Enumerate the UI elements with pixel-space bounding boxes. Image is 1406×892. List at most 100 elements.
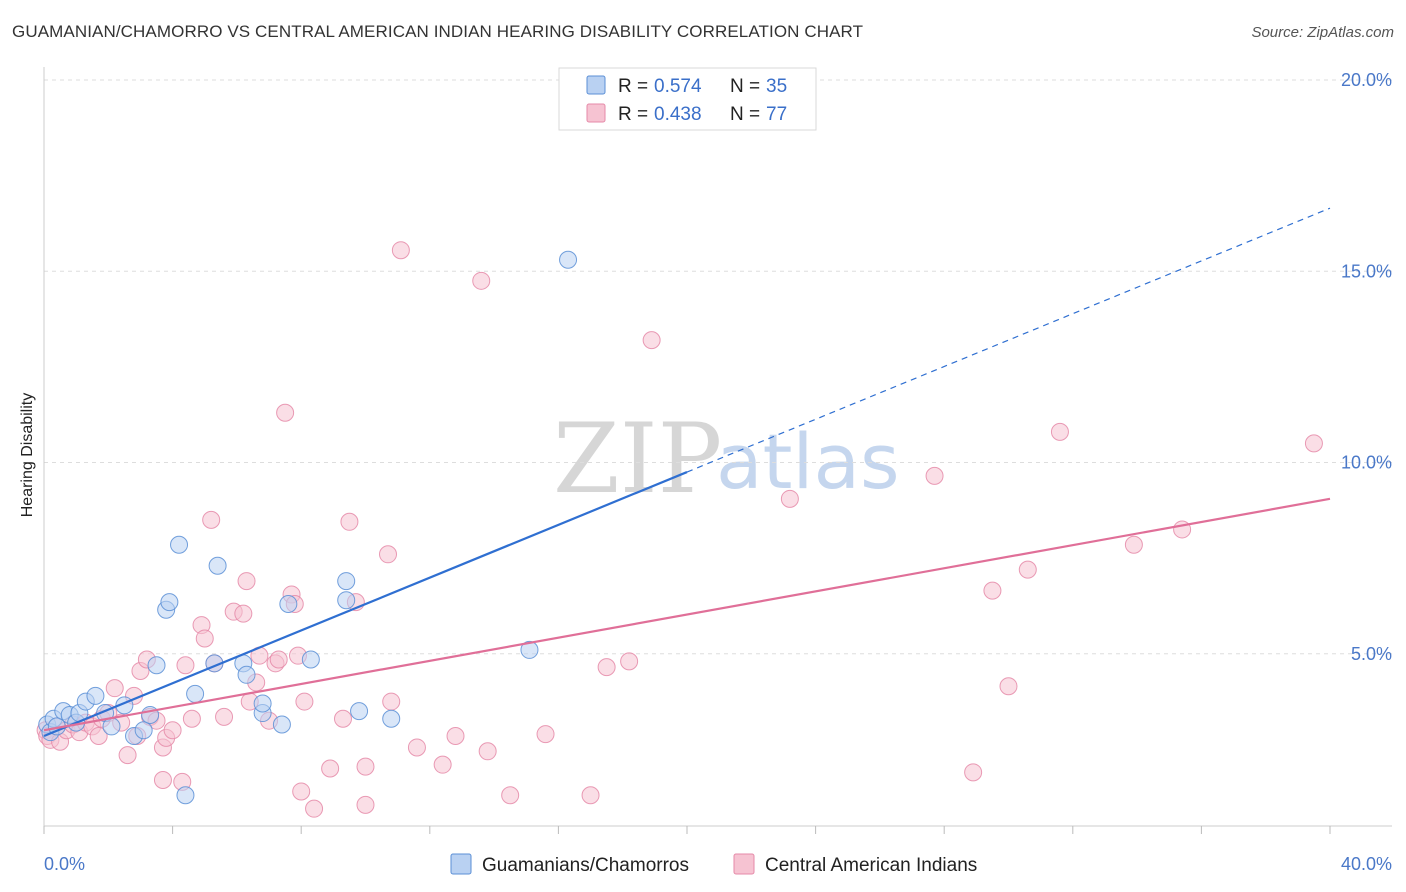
data-point <box>1124 535 1143 554</box>
data-point <box>253 694 272 713</box>
data-point <box>1018 560 1037 579</box>
legend-n-label: N = <box>730 104 760 125</box>
data-point <box>102 717 121 736</box>
chart-title: GUAMANIAN/CHAMORRO VS CENTRAL AMERICAN I… <box>12 22 864 41</box>
x-axis-ticks: 0.0% 40.0% <box>43 826 1392 874</box>
gridlines <box>44 79 1392 655</box>
data-point <box>118 746 137 765</box>
watermark-atlas: atlas <box>716 417 900 506</box>
data-point <box>501 786 520 805</box>
bottom-legend-label: Central American Indians <box>765 855 977 876</box>
data-point <box>536 725 555 744</box>
data-point <box>89 726 108 745</box>
legend-r-label: R = <box>618 104 648 125</box>
data-point <box>350 702 369 721</box>
trend-lines <box>43 207 1331 738</box>
data-point <box>163 721 182 740</box>
data-point <box>202 510 221 529</box>
x-tick-label: 40.0% <box>1341 854 1392 874</box>
legend-n-label: N = <box>730 76 760 97</box>
source-label: Source: ZipAtlas.com <box>1251 24 1394 41</box>
data-point <box>597 658 616 677</box>
data-point <box>237 572 256 591</box>
series-central-american-indians <box>36 241 1323 818</box>
data-point <box>983 581 1002 600</box>
data-point <box>208 556 227 575</box>
trend-line-extension <box>686 207 1331 473</box>
bottom-legend: Guamanians/Chamorros Central American In… <box>450 853 977 876</box>
watermark: ZIP atlas <box>553 403 900 515</box>
data-point <box>559 250 578 269</box>
data-point <box>356 795 375 814</box>
x-tick-label: 0.0% <box>44 854 85 874</box>
data-point <box>478 742 497 761</box>
data-point <box>581 786 600 805</box>
bottom-legend-swatch-blue <box>450 853 472 875</box>
watermark-zip: ZIP <box>553 403 722 515</box>
trend-line <box>43 471 688 738</box>
data-point <box>964 763 983 782</box>
data-point <box>176 786 195 805</box>
data-point <box>272 715 291 734</box>
data-point <box>195 629 214 648</box>
data-point <box>642 331 661 350</box>
data-point <box>379 545 398 564</box>
y-axis-label: Hearing Disability <box>19 393 36 518</box>
data-point <box>337 572 356 591</box>
data-point <box>295 692 314 711</box>
data-point <box>170 535 189 554</box>
data-point <box>234 604 253 623</box>
data-point <box>147 656 166 675</box>
data-point <box>269 650 288 669</box>
legend-r-value: 0.574 <box>654 76 702 97</box>
data-point <box>186 684 205 703</box>
data-point <box>134 721 153 740</box>
data-point <box>780 489 799 508</box>
legend-swatch-pink <box>586 103 606 123</box>
data-point <box>382 709 401 728</box>
data-point <box>321 759 340 778</box>
data-point <box>301 650 320 669</box>
data-point <box>279 595 298 614</box>
top-legend: R = 0.574 N = 35 R = 0.438 N = 77 <box>558 67 817 131</box>
y-tick-label: 10.0% <box>1341 453 1392 473</box>
data-point <box>215 707 234 726</box>
data-point <box>925 466 944 485</box>
y-axis-ticks: 5.0% 10.0% 15.0% 20.0% <box>1341 70 1392 664</box>
legend-r-label: R = <box>618 76 648 97</box>
y-tick-label: 5.0% <box>1351 644 1392 664</box>
data-point <box>356 757 375 776</box>
data-point <box>340 512 359 531</box>
y-tick-label: 20.0% <box>1341 70 1392 90</box>
data-point <box>446 726 465 745</box>
data-point <box>999 677 1018 696</box>
data-point <box>433 755 452 774</box>
data-point <box>520 640 539 659</box>
data-point <box>620 652 639 671</box>
data-point <box>407 738 426 757</box>
data-point <box>182 709 201 728</box>
y-tick-label: 15.0% <box>1341 261 1392 281</box>
legend-r-value: 0.438 <box>654 104 702 125</box>
data-point <box>382 692 401 711</box>
bottom-legend-swatch-pink <box>733 853 755 875</box>
bottom-legend-label: Guamanians/Chamorros <box>482 855 689 876</box>
data-point <box>276 403 295 422</box>
data-point <box>337 591 356 610</box>
data-point <box>160 593 179 612</box>
data-point <box>1304 434 1323 453</box>
data-point <box>237 665 256 684</box>
data-point <box>391 241 410 260</box>
data-point <box>105 679 124 698</box>
data-point <box>305 799 324 818</box>
data-point <box>176 656 195 675</box>
data-point <box>86 686 105 705</box>
data-point <box>153 770 172 789</box>
legend-swatch-blue <box>586 75 606 95</box>
data-point <box>333 709 352 728</box>
trend-line <box>43 497 1331 732</box>
data-point <box>292 782 311 801</box>
legend-n-value: 35 <box>766 76 787 97</box>
legend-n-value: 77 <box>766 104 787 125</box>
